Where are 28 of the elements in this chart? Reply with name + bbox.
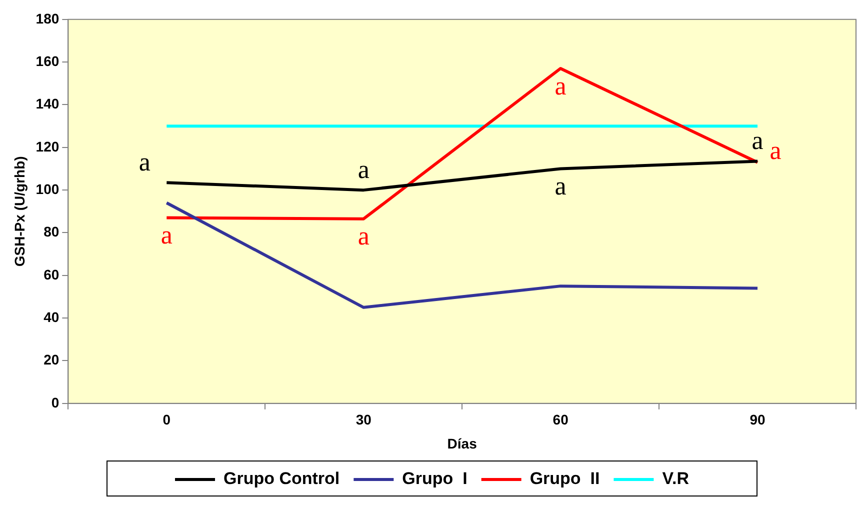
x-tick-label: 90 [750,412,766,428]
legend-label: Grupo II [530,469,600,488]
legend-label: Grupo Control [224,469,340,488]
legend-label: Grupo I [402,469,468,488]
y-tick-label: 80 [44,224,60,240]
data-label: a [752,126,764,156]
x-tick-label: 30 [356,412,372,428]
y-tick-label: 180 [36,10,60,26]
x-tick-label: 60 [552,412,569,428]
legend-label: V.R [662,469,689,488]
data-label: a [554,172,567,201]
y-tick-label: 0 [51,394,60,410]
y-tick-label: 160 [36,52,60,69]
y-tick-label: 140 [36,96,60,112]
x-tick-label: 0 [162,412,171,428]
data-label: a [138,147,151,176]
data-label: a [554,71,567,100]
y-tick-label: 20 [44,352,60,368]
y-axis-title: GSH-Px (U/grhb) [11,156,28,267]
y-tick-label: 40 [44,308,60,325]
data-label: a [358,222,370,251]
data-label: a [160,220,173,250]
x-axis-title: Días [447,435,478,452]
data-label: a [770,136,782,166]
data-label: a [358,154,370,184]
y-tick-label: 100 [36,180,60,197]
y-tick-label: 120 [36,138,60,154]
y-tick-label: 60 [44,266,60,282]
